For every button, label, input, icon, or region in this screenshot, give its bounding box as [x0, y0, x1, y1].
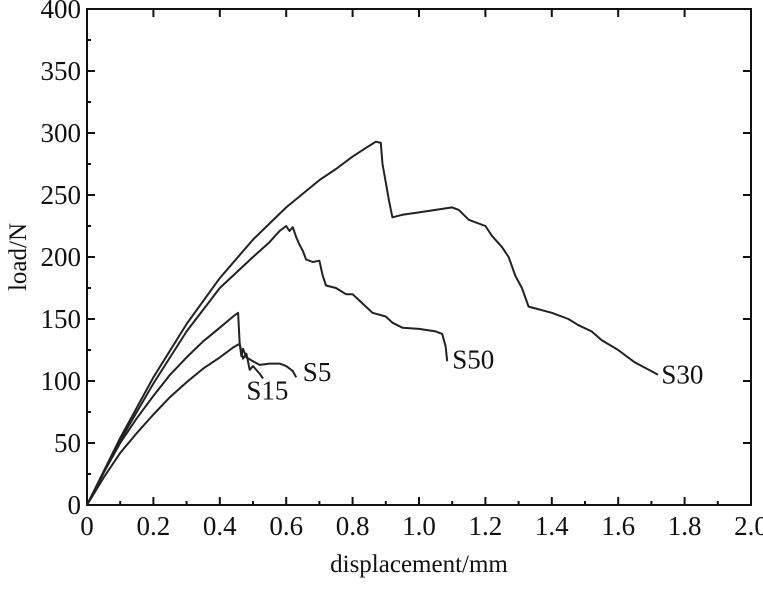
y-tick-label: 300: [41, 118, 82, 148]
x-tick-label: 1.0: [402, 511, 436, 541]
y-tick-label: 250: [41, 180, 82, 210]
x-tick-label: 0.2: [137, 511, 171, 541]
x-tick-label: 0.6: [269, 511, 303, 541]
x-tick-label: 1.8: [668, 511, 702, 541]
series-label-s15: S15: [246, 376, 288, 406]
y-axis-ticks: 0 50 100 150 200 250 300 350 400: [41, 0, 751, 520]
x-tick-label: 0: [80, 511, 94, 541]
y-tick-label: 150: [41, 304, 82, 334]
series-line-s15: [86, 311, 264, 506]
y-tick-label: 50: [54, 428, 81, 458]
series-label-s30: S30: [661, 359, 703, 389]
y-tick-label: 200: [41, 242, 82, 272]
series-annotations: S5 S15 S50 S30: [246, 345, 703, 406]
x-tick-label: 1.4: [535, 511, 569, 541]
series-line-s50: [86, 225, 449, 506]
series-label-s50: S50: [452, 345, 494, 375]
x-tick-label: 0.8: [336, 511, 370, 541]
y-tick-label: 350: [41, 56, 82, 86]
x-tick-label: 1.2: [469, 511, 503, 541]
series-line-s30: [86, 140, 659, 506]
y-tick-label: 100: [41, 366, 82, 396]
x-tick-label: 1.6: [601, 511, 635, 541]
series-label-s5: S5: [303, 357, 332, 387]
x-axis-ticks: 0 0.2 0.4 0.6 0.8 1.0 1.2 1.4 1.6 1.8 2.0: [80, 9, 763, 541]
y-tick-label: 0: [68, 490, 82, 520]
y-tick-label: 400: [41, 0, 82, 24]
y-axis-title: load/N: [5, 223, 32, 291]
plot-frame: [86, 8, 752, 506]
x-tick-label: 0.4: [203, 511, 237, 541]
x-tick-label: 2.0: [734, 511, 763, 541]
series-line-s5: [86, 342, 298, 506]
series-lines: [86, 140, 659, 506]
x-axis-title: displacement/mm: [330, 551, 508, 578]
